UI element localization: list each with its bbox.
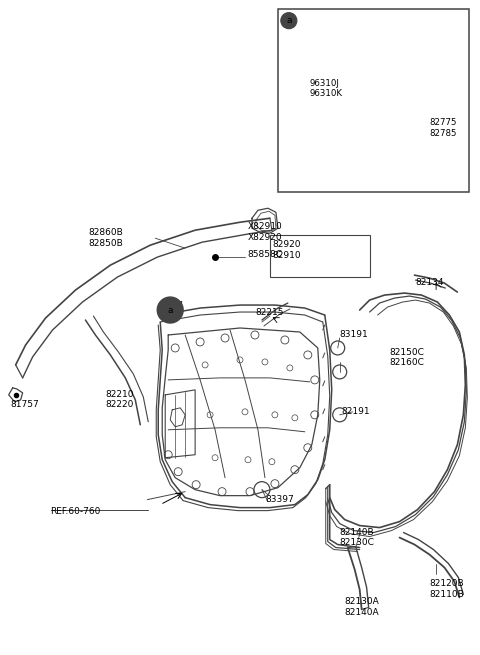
- Text: 83191: 83191: [340, 330, 369, 339]
- Circle shape: [281, 12, 297, 29]
- Text: REF.60-760: REF.60-760: [50, 506, 101, 515]
- Text: 81757: 81757: [11, 400, 39, 409]
- Text: 82920
82910: 82920 82910: [272, 240, 300, 259]
- Bar: [278, 9, 469, 193]
- Text: 82191: 82191: [342, 407, 371, 416]
- Text: 85858C: 85858C: [247, 250, 282, 259]
- Text: 83397: 83397: [265, 495, 294, 504]
- Text: 82210
82220: 82210 82220: [106, 390, 134, 409]
- Text: 82134: 82134: [416, 278, 444, 287]
- Text: 82150C
82160C: 82150C 82160C: [390, 348, 424, 367]
- Text: 82215: 82215: [255, 308, 284, 317]
- Text: 82775
82785: 82775 82785: [430, 119, 457, 138]
- Text: a: a: [168, 305, 173, 314]
- Text: 96310J
96310K: 96310J 96310K: [310, 79, 343, 98]
- Circle shape: [157, 297, 183, 323]
- Bar: [270, 235, 370, 277]
- Text: 82130A
82140A: 82130A 82140A: [345, 597, 380, 617]
- Text: 82860B
82850B: 82860B 82850B: [88, 228, 123, 248]
- Text: 82120B
82110B: 82120B 82110B: [430, 580, 464, 599]
- Text: X82910
X82920: X82910 X82920: [248, 222, 283, 242]
- Text: 82140B
82130C: 82140B 82130C: [340, 527, 374, 547]
- Text: a: a: [286, 16, 292, 25]
